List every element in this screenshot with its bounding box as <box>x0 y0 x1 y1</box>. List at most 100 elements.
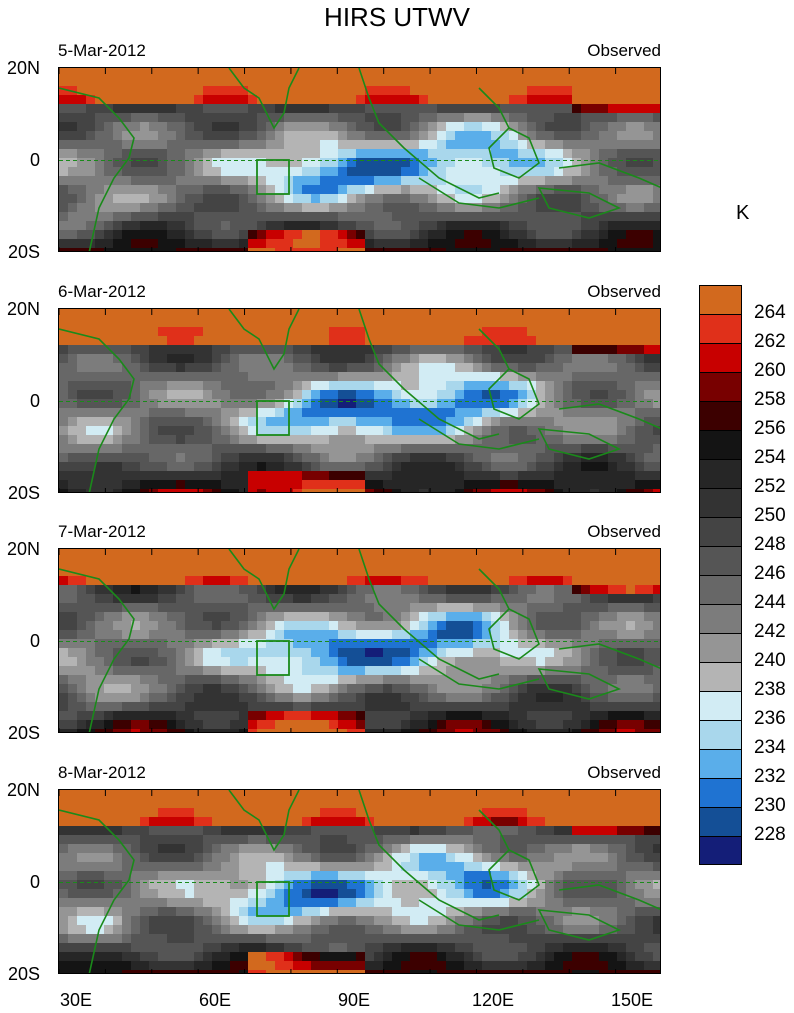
map-panel-4 <box>58 789 661 974</box>
coastline <box>418 658 540 690</box>
colorbar-level-label: 260 <box>754 360 786 381</box>
colorbar-swatch <box>699 604 742 633</box>
colorbar-swatch <box>699 517 742 546</box>
coastline <box>228 790 300 852</box>
panel-label-3: Observed <box>587 522 661 541</box>
colorbar-level-label: 248 <box>754 534 786 555</box>
coastline <box>478 568 510 610</box>
lat-label-20n-1: 20N <box>6 58 40 78</box>
colorbar-swatch <box>699 807 742 836</box>
coastline <box>418 418 540 450</box>
map-panel-2 <box>58 308 661 493</box>
colorbar-level-label: 264 <box>754 302 786 323</box>
colorbar-swatch <box>699 575 742 604</box>
colorbar-swatch <box>699 401 742 430</box>
colorbar-level-label: 244 <box>754 592 786 613</box>
utwv-field <box>59 549 660 732</box>
coastline <box>537 187 622 219</box>
coastline <box>358 790 500 921</box>
coastline <box>537 428 622 460</box>
region-box <box>256 159 290 195</box>
coastline <box>228 68 300 130</box>
coastline <box>478 328 510 370</box>
colorbar-swatch <box>699 459 742 488</box>
lat-label-20n-2: 20N <box>6 299 40 319</box>
coastline <box>478 87 510 129</box>
colorbar-level-label: 238 <box>754 679 786 700</box>
coastline <box>537 909 622 941</box>
utwv-field <box>59 309 660 492</box>
colorbar-level-label: 242 <box>754 621 786 642</box>
colorbar-level-label: 254 <box>754 447 786 468</box>
coastline <box>558 162 660 189</box>
colorbar-level-label: 250 <box>754 505 786 526</box>
utwv-field <box>59 790 660 973</box>
lat-label-0-2: 0 <box>29 391 40 411</box>
colorbar-level-label: 232 <box>754 766 786 787</box>
colorbar-swatch <box>699 778 742 807</box>
colorbar-level-label: 252 <box>754 476 786 497</box>
coastline <box>418 899 540 931</box>
utwv-field <box>59 68 660 251</box>
colorbar-swatch <box>699 546 742 575</box>
panel-label-4: Observed <box>587 763 661 782</box>
colorbar-swatch <box>699 691 742 720</box>
panel-date-3: 7-Mar-2012 <box>58 522 146 541</box>
colorbar-swatch <box>699 285 742 314</box>
lon-label-150e: 150E <box>610 990 654 1010</box>
map-panel-1 <box>58 67 661 252</box>
colorbar-level-label: 234 <box>754 737 786 758</box>
coastline <box>358 68 500 199</box>
lat-label-20s-1: 20S <box>7 242 40 262</box>
coastline <box>558 403 660 430</box>
map-panel-3 <box>58 548 661 733</box>
lat-label-0-3: 0 <box>29 631 40 651</box>
colorbar-level-label: 240 <box>754 650 786 671</box>
colorbar-swatch <box>699 372 742 401</box>
lat-label-20s-3: 20S <box>7 723 40 743</box>
lon-label-90e: 90E <box>337 990 371 1010</box>
coastline <box>59 809 135 973</box>
colorbar-level-label: 228 <box>754 824 786 845</box>
coastline <box>558 643 660 670</box>
region-box <box>256 881 290 917</box>
coastline <box>59 87 135 251</box>
coastline <box>478 809 510 851</box>
colorbar-level-label: 262 <box>754 331 786 352</box>
colorbar-swatch <box>699 662 742 691</box>
colorbar-swatch <box>699 343 742 372</box>
coastline <box>228 549 300 611</box>
coastline <box>537 668 622 700</box>
coastline <box>558 884 660 911</box>
lat-label-20n-4: 20N <box>6 780 40 800</box>
colorbar-swatch <box>699 633 742 662</box>
lat-label-0-4: 0 <box>29 872 40 892</box>
coastline <box>358 549 500 680</box>
panel-date-1: 5-Mar-2012 <box>58 41 146 60</box>
colorbar-swatch <box>699 488 742 517</box>
lon-label-30e: 30E <box>59 990 93 1010</box>
colorbar-level-label: 246 <box>754 563 786 584</box>
lat-label-20n-3: 20N <box>6 539 40 559</box>
region-box <box>256 640 290 676</box>
colorbar <box>699 285 742 865</box>
panel-date-4: 8-Mar-2012 <box>58 763 146 782</box>
colorbar-swatch <box>699 749 742 778</box>
colorbar-swatch <box>699 430 742 459</box>
panel-date-2: 6-Mar-2012 <box>58 282 146 301</box>
lat-label-0-1: 0 <box>29 150 40 170</box>
colorbar-level-label: 230 <box>754 795 786 816</box>
colorbar-swatch <box>699 314 742 343</box>
colorbar-level-label: 256 <box>754 418 786 439</box>
colorbar-level-label: 258 <box>754 389 786 410</box>
panel-label-1: Observed <box>587 41 661 60</box>
coastline <box>228 309 300 371</box>
colorbar-unit: K <box>736 202 750 224</box>
region-box <box>256 400 290 436</box>
coastline <box>59 328 135 492</box>
coastline <box>59 568 135 732</box>
lat-label-20s-4: 20S <box>7 964 40 984</box>
lat-label-20s-2: 20S <box>7 483 40 503</box>
figure-title: HIRS UTWV <box>324 2 470 32</box>
coastline <box>358 309 500 440</box>
